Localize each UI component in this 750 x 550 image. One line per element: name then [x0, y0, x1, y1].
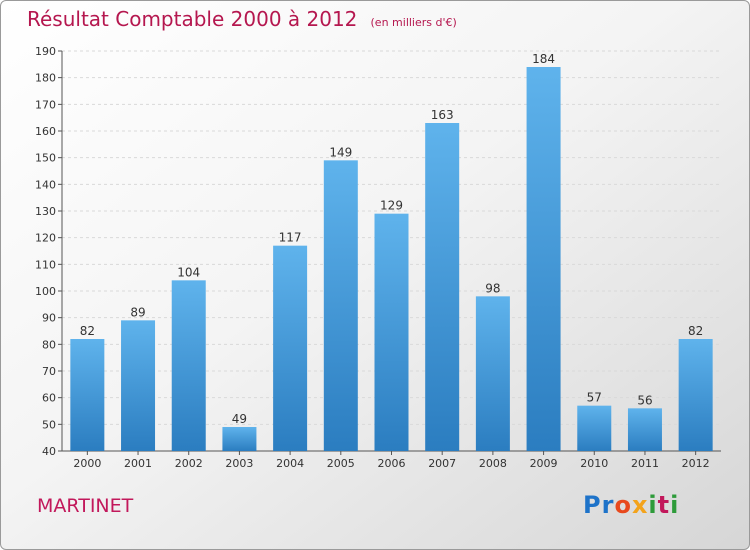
proxiti-logo: Proxiti [583, 491, 680, 519]
y-tick-label: 120 [35, 232, 56, 245]
x-tick-label: 2002 [175, 457, 203, 470]
data-label: 129 [380, 199, 403, 213]
bar [323, 160, 358, 452]
bar [526, 67, 561, 451]
x-tick-label: 2009 [530, 457, 558, 470]
data-label: 117 [279, 231, 302, 245]
data-label: 184 [532, 52, 555, 66]
bar [222, 427, 257, 451]
y-tick-label: 190 [35, 45, 56, 58]
y-tick-label: 50 [42, 418, 56, 431]
data-label: 89 [130, 305, 145, 319]
y-tick-label: 160 [35, 125, 56, 138]
data-label: 56 [637, 393, 652, 407]
x-tick-label: 2007 [428, 457, 456, 470]
y-tick-label: 70 [42, 365, 56, 378]
bar [627, 408, 662, 451]
chart-title-block: Résultat Comptable 2000 à 2012 (en milli… [27, 7, 457, 31]
chart-subtitle: (en milliers d'€) [370, 16, 457, 29]
bar [577, 405, 612, 451]
y-tick-label: 140 [35, 178, 56, 191]
data-label: 98 [485, 281, 500, 295]
x-tick-label: 2003 [225, 457, 253, 470]
bar [678, 339, 713, 451]
y-tick-label: 90 [42, 312, 56, 325]
data-label: 49 [232, 412, 247, 426]
data-label: 57 [587, 391, 602, 405]
chart-title: Résultat Comptable 2000 à 2012 [27, 7, 358, 31]
y-tick-label: 60 [42, 392, 56, 405]
x-tick-label: 2008 [479, 457, 507, 470]
y-tick-label: 40 [42, 445, 56, 458]
data-label: 149 [329, 145, 352, 159]
data-label: 82 [688, 324, 703, 338]
x-tick-label: 2012 [682, 457, 710, 470]
x-tick-label: 2011 [631, 457, 659, 470]
bar [273, 245, 308, 451]
bar [425, 123, 460, 451]
x-tick-label: 2005 [327, 457, 355, 470]
x-tick-label: 2000 [73, 457, 101, 470]
bar [374, 213, 409, 451]
data-label: 82 [80, 324, 95, 338]
bar [171, 280, 206, 451]
y-tick-label: 150 [35, 152, 56, 165]
y-tick-label: 110 [35, 258, 56, 271]
x-tick-label: 2006 [378, 457, 406, 470]
city-name: MARTINET [37, 495, 134, 517]
y-tick-label: 170 [35, 98, 56, 111]
bar [121, 320, 156, 451]
data-label: 163 [431, 108, 454, 122]
bar [475, 296, 510, 451]
bar [70, 339, 105, 451]
x-tick-label: 2004 [276, 457, 304, 470]
x-tick-label: 2010 [580, 457, 608, 470]
data-label: 104 [177, 265, 200, 279]
y-tick-label: 180 [35, 72, 56, 85]
y-tick-label: 100 [35, 285, 56, 298]
x-tick-label: 2001 [124, 457, 152, 470]
y-tick-label: 80 [42, 338, 56, 351]
y-tick-label: 130 [35, 205, 56, 218]
